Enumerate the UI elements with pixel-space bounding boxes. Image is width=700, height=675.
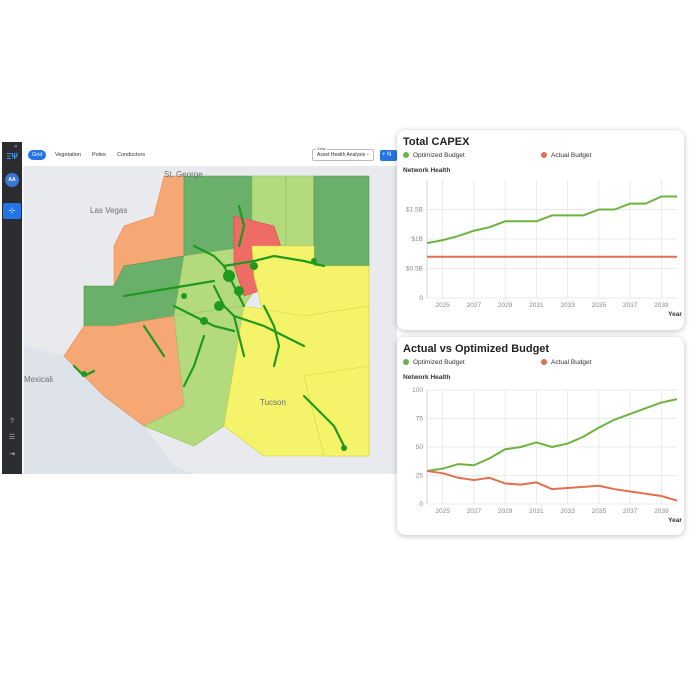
x-tick-label: 2033 xyxy=(560,508,575,515)
region-green-west xyxy=(83,255,185,327)
logout-icon[interactable]: ⇥ xyxy=(9,451,15,458)
x-tick-label: 2029 xyxy=(498,302,513,309)
y-tick-label: 75 xyxy=(416,416,424,423)
legend-label: Optimized Budget xyxy=(413,359,465,366)
legend-item: Actual Budget xyxy=(541,359,591,369)
view-select-value: Asset Health Analysis xyxy=(317,152,366,158)
series-line xyxy=(426,398,678,472)
x-tick-label: 2035 xyxy=(592,508,607,515)
x-tick-label: 2031 xyxy=(529,508,544,515)
x-tick-label: 2029 xyxy=(498,508,513,515)
x-axis-title: Year xyxy=(668,311,682,318)
tab-conductors[interactable]: Conductors xyxy=(117,152,146,158)
x-tick-label: 2039 xyxy=(654,302,669,309)
x-tick-label: 2035 xyxy=(592,302,607,309)
analytics-nav-icon[interactable]: ⊹ xyxy=(3,203,21,219)
help-icon[interactable]: ? xyxy=(10,418,14,425)
chart-subtitle: Network Health xyxy=(403,374,451,381)
budget-chart: 0 25 50 75 100 2025 2027 2029 2031 2033 2035 2037 20… xyxy=(412,387,682,524)
city-label: Las Vegas xyxy=(90,206,128,215)
capex-card: Total CAPEX Optimized Budget Actual Budg… xyxy=(397,130,684,330)
app-window: » ΞΨ AA ⊹ ? ☰ ⇥ Grid Vegetation Poles Co… xyxy=(2,142,397,474)
x-tick-label: 2025 xyxy=(435,302,450,309)
region-lightgreen-northeast xyxy=(285,175,315,247)
region-yellow-southeast xyxy=(303,365,370,457)
app-logo: ΞΨ xyxy=(6,152,18,161)
settings-icon[interactable]: ☰ xyxy=(8,434,16,441)
add-button[interactable]: + N xyxy=(380,150,397,161)
tab-poles[interactable]: Poles xyxy=(92,152,106,158)
view-select[interactable]: View Asset Health Analysis ⌄ xyxy=(312,146,374,161)
legend-label: Actual Budget xyxy=(551,152,592,159)
card-title: Actual vs Optimized Budget xyxy=(403,343,550,355)
chevron-down-icon: ⌄ xyxy=(365,151,370,157)
tab-grid[interactable]: Grid xyxy=(28,150,47,160)
card-title: Total CAPEX xyxy=(403,136,470,148)
city-label: Mexicali xyxy=(24,375,53,384)
map-layer xyxy=(24,175,370,474)
x-tick-label: 2039 xyxy=(654,508,669,515)
y-tick-label: $0.5B xyxy=(406,266,423,273)
user-avatar[interactable]: AA xyxy=(5,173,19,187)
collapse-sidebar-icon[interactable]: » xyxy=(14,144,18,150)
x-tick-label: 2025 xyxy=(435,508,450,515)
y-tick-label: 50 xyxy=(416,444,424,451)
x-tick-label: 2027 xyxy=(467,302,482,309)
water-area xyxy=(24,346,194,474)
legend-dot-icon xyxy=(541,359,547,365)
city-label: Tucson xyxy=(260,398,286,407)
legend-label: Optimized Budget xyxy=(413,152,465,159)
y-tick-label: 25 xyxy=(416,473,424,480)
city-label: St. George xyxy=(164,170,203,179)
budget-card: Actual vs Optimized Budget Optimized Bud… xyxy=(397,337,684,535)
capex-chart: 0 $0.5B $1B $1.5B 2025 2027 2029 2031 2033 2035 20… xyxy=(406,180,682,318)
series-line xyxy=(426,195,677,245)
legend-item: Optimized Budget xyxy=(403,152,465,162)
legend-label: Actual Budget xyxy=(551,359,592,366)
tab-vegetation[interactable]: Vegetation xyxy=(55,152,81,158)
region-green-northeast xyxy=(313,175,370,267)
series-line xyxy=(426,469,678,502)
legend-dot-icon xyxy=(403,359,409,365)
legend-item: Actual Budget xyxy=(541,152,591,162)
map-canvas[interactable]: St. George Las Vegas Mexicali Tucson xyxy=(24,166,397,474)
legend-item: Optimized Budget xyxy=(403,359,465,369)
x-tick-label: 2027 xyxy=(467,508,482,515)
x-tick-label: 2037 xyxy=(623,302,638,309)
x-axis-title: Year xyxy=(668,517,682,524)
y-tick-label: 0 xyxy=(419,295,423,302)
legend-dot-icon xyxy=(403,152,409,158)
y-tick-label: 100 xyxy=(412,387,423,394)
y-tick-label: $1B xyxy=(411,236,423,243)
x-tick-label: 2037 xyxy=(623,508,638,515)
network-clusters xyxy=(81,258,347,451)
view-select-label: View xyxy=(316,146,327,151)
map-toolbar: Grid Vegetation Poles Conductors View As… xyxy=(22,142,397,166)
x-tick-label: 2033 xyxy=(560,302,575,309)
chart-subtitle: Network Health xyxy=(403,167,451,174)
sidebar: » ΞΨ AA ⊹ ? ☰ ⇥ xyxy=(2,142,22,474)
legend-dot-icon xyxy=(541,152,547,158)
y-tick-label: 0 xyxy=(419,501,423,508)
y-tick-label: $1.5B xyxy=(406,207,423,214)
x-tick-label: 2031 xyxy=(529,302,544,309)
